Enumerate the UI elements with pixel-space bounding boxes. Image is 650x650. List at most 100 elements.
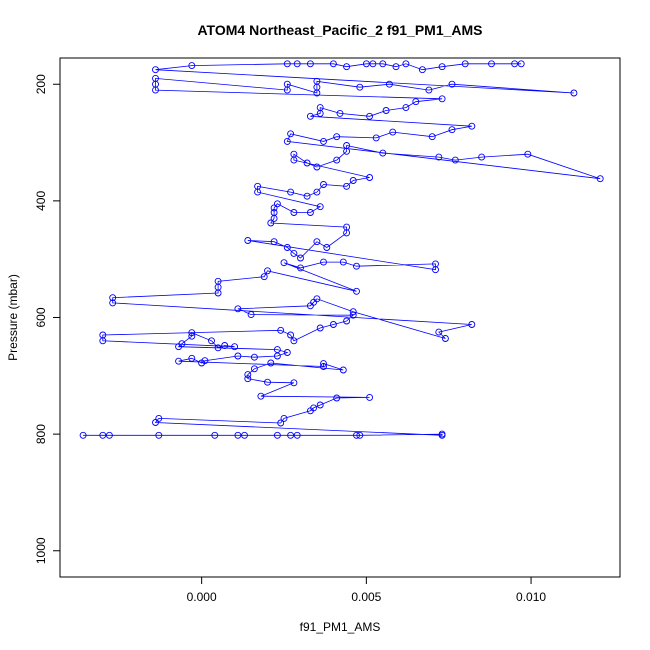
data-point xyxy=(188,329,196,337)
data-point xyxy=(313,188,321,196)
data-point xyxy=(320,137,327,145)
data-point xyxy=(290,337,298,345)
data-point xyxy=(316,324,324,332)
x-tick-label: 0.005 xyxy=(351,590,381,604)
data-point xyxy=(349,177,357,184)
data-point xyxy=(244,375,252,383)
data-point xyxy=(524,150,532,158)
data-point xyxy=(596,175,604,183)
data-point xyxy=(283,80,291,88)
data-point xyxy=(366,112,374,120)
data-point xyxy=(260,273,268,281)
data-point xyxy=(267,359,275,367)
data-point xyxy=(343,63,351,71)
data-point xyxy=(297,264,304,272)
data-point xyxy=(280,414,288,422)
data-point xyxy=(99,331,107,339)
data-point xyxy=(234,431,242,439)
data-point xyxy=(152,419,159,426)
data-point xyxy=(241,431,248,439)
data-point xyxy=(353,262,360,270)
data-point xyxy=(343,223,351,231)
data-point xyxy=(448,126,456,134)
data-point xyxy=(277,326,285,334)
data-point xyxy=(313,295,321,303)
data-point xyxy=(188,62,196,70)
data-point xyxy=(316,401,324,409)
data-point xyxy=(273,431,281,439)
data-point xyxy=(461,60,469,68)
data-point xyxy=(306,112,314,120)
data-point xyxy=(287,431,295,439)
x-axis: 0.000 0.005 0.010 xyxy=(187,576,546,604)
data-point xyxy=(234,352,242,360)
data-point xyxy=(270,204,278,212)
data-point xyxy=(287,130,295,138)
data-point xyxy=(418,66,426,74)
data-point xyxy=(287,331,295,339)
data-point xyxy=(428,133,436,141)
data-point xyxy=(478,153,486,161)
y-tick-label: 200 xyxy=(34,74,48,94)
data-point xyxy=(432,266,439,274)
data-point xyxy=(343,317,351,325)
data-point xyxy=(435,328,443,336)
data-point xyxy=(402,104,410,112)
data-point xyxy=(201,357,209,365)
data-point xyxy=(109,294,117,302)
data-point xyxy=(264,267,271,275)
x-tick-label: 0.010 xyxy=(516,590,546,604)
data-point xyxy=(389,128,397,136)
data-point xyxy=(333,394,341,402)
data-point xyxy=(188,354,196,362)
y-tick-label: 400 xyxy=(34,191,48,211)
data-point xyxy=(412,98,420,106)
data-point xyxy=(264,378,271,386)
data-point xyxy=(333,133,341,141)
data-point xyxy=(323,244,331,251)
data-point xyxy=(99,431,107,439)
data-point xyxy=(214,277,222,285)
data-point xyxy=(356,83,364,91)
data-point xyxy=(290,379,298,387)
data-point xyxy=(310,404,318,412)
y-tick-label: 1000 xyxy=(34,537,48,564)
data-point xyxy=(105,431,113,439)
y-tick-label: 800 xyxy=(34,424,48,444)
data-point xyxy=(438,95,446,103)
y-axis-label: Pressure (mbar) xyxy=(6,274,20,361)
data-point xyxy=(244,371,252,379)
x-tick-label: 0.000 xyxy=(187,590,217,604)
data-point xyxy=(303,159,311,167)
data-point xyxy=(280,259,288,267)
data-point xyxy=(152,74,159,82)
data-point xyxy=(339,258,347,266)
y-tick-label: 600 xyxy=(34,307,48,327)
data-point xyxy=(448,80,456,88)
data-point xyxy=(277,419,285,427)
chart-marks xyxy=(79,60,604,439)
data-point xyxy=(283,244,291,251)
data-point xyxy=(570,89,578,97)
data-point xyxy=(517,60,525,68)
data-point xyxy=(313,163,321,171)
data-point xyxy=(306,209,314,216)
data-point xyxy=(366,174,374,181)
data-point xyxy=(313,77,321,85)
data-point xyxy=(320,363,327,370)
data-point xyxy=(316,203,324,211)
data-point xyxy=(316,104,324,112)
data-point xyxy=(178,340,186,348)
data-point xyxy=(250,353,258,361)
data-point xyxy=(435,153,443,161)
y-axis: 200 400 600 800 1000 xyxy=(34,74,61,564)
data-point xyxy=(313,238,321,246)
data-point xyxy=(385,80,393,88)
data-point xyxy=(273,200,281,208)
data-point xyxy=(366,393,374,401)
data-point xyxy=(339,366,347,374)
data-point xyxy=(451,156,459,164)
data-point xyxy=(425,86,433,94)
data-point xyxy=(379,149,387,157)
